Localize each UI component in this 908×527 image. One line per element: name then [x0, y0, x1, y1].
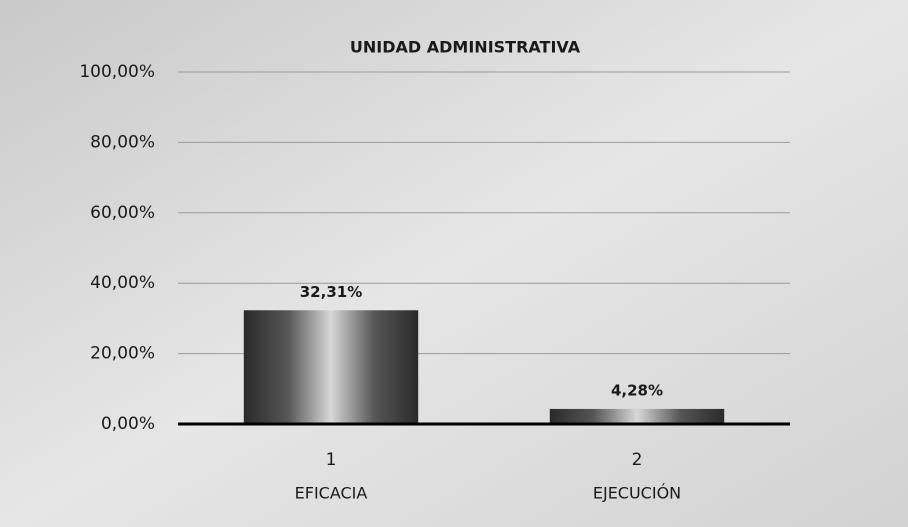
x-tick-label: 1 [326, 450, 337, 470]
x-tick-label: 2 [632, 450, 643, 470]
value-label: 4,28% [611, 381, 663, 399]
bar [549, 408, 725, 424]
category-name: EFICACIA [295, 484, 368, 503]
value-label: 32,31% [300, 283, 362, 301]
y-tick-label: 100,00% [79, 62, 155, 82]
y-tick-label: 20,00% [90, 344, 155, 364]
y-tick-label: 80,00% [90, 132, 155, 152]
y-tick-label: 40,00% [90, 273, 155, 293]
category-name: EJECUCIÓN [593, 484, 681, 503]
bar [243, 310, 419, 424]
y-tick-label: 0,00% [101, 414, 155, 434]
chart-title: UNIDAD ADMINISTRATIVA [350, 38, 581, 57]
y-tick-label: 60,00% [90, 203, 155, 223]
